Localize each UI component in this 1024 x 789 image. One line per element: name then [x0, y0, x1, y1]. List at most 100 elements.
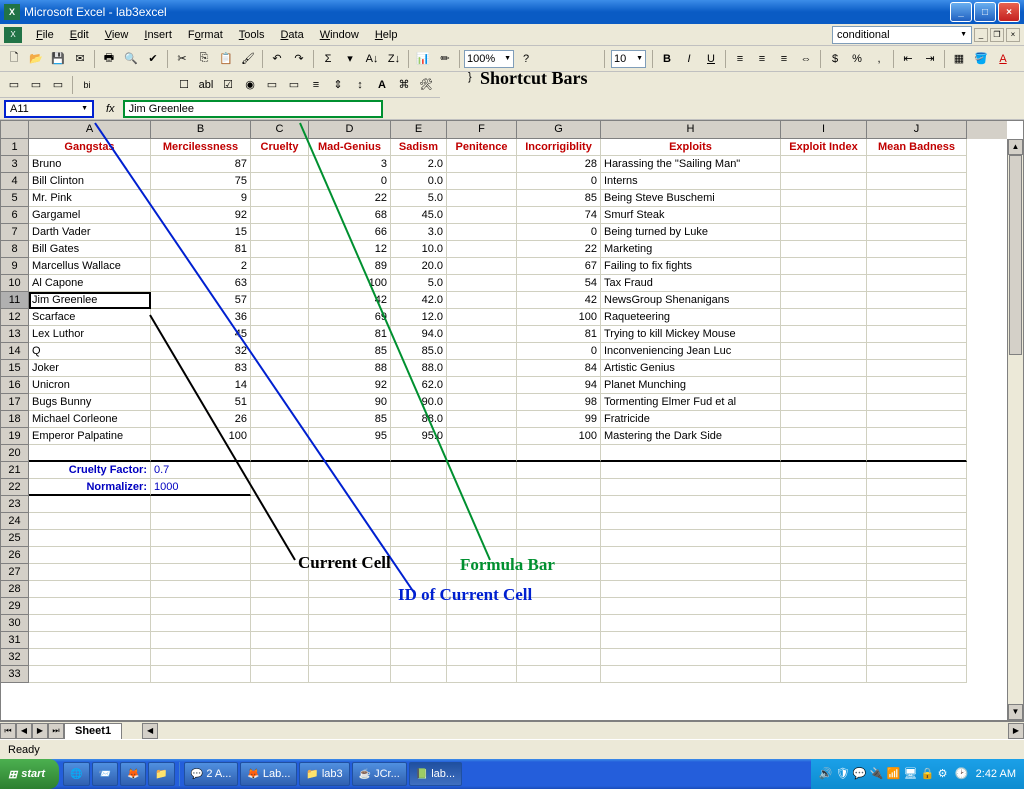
cell[interactable]: Cruelty	[251, 139, 309, 156]
cell[interactable]	[781, 224, 867, 241]
cell[interactable]: 3	[309, 156, 391, 173]
quick-launch-2[interactable]: 📨	[92, 762, 118, 786]
cell[interactable]	[447, 649, 517, 666]
cell[interactable]	[781, 190, 867, 207]
cell[interactable]	[251, 190, 309, 207]
cell[interactable]	[151, 513, 251, 530]
cell[interactable]	[867, 309, 967, 326]
cell[interactable]: Bugs Bunny	[29, 394, 151, 411]
tb2-label-icon[interactable]: bi	[77, 75, 97, 95]
cell[interactable]: 26	[151, 411, 251, 428]
cell[interactable]	[251, 275, 309, 292]
cell[interactable]	[391, 445, 447, 462]
cell[interactable]: Exploits	[601, 139, 781, 156]
cell[interactable]	[781, 598, 867, 615]
cell[interactable]	[517, 445, 601, 462]
cell[interactable]	[781, 394, 867, 411]
cell[interactable]	[781, 156, 867, 173]
tb2-icon-i[interactable]: ↕	[350, 75, 370, 95]
quick-launch-3[interactable]: 🦊	[120, 762, 146, 786]
cell[interactable]: 2.0	[391, 156, 447, 173]
row-header-6[interactable]: 6	[1, 207, 29, 224]
cell[interactable]	[867, 190, 967, 207]
cell[interactable]	[867, 241, 967, 258]
row-header-10[interactable]: 10	[1, 275, 29, 292]
cell[interactable]	[601, 547, 781, 564]
cell[interactable]	[251, 258, 309, 275]
cell[interactable]	[251, 445, 309, 462]
maximize-button[interactable]: □	[974, 2, 996, 22]
cell[interactable]: 92	[151, 207, 251, 224]
cell[interactable]	[867, 411, 967, 428]
cell[interactable]: 32	[151, 343, 251, 360]
cell[interactable]: Artistic Genius	[601, 360, 781, 377]
cell[interactable]: Mad-Genius	[309, 139, 391, 156]
cell[interactable]: 14	[151, 377, 251, 394]
ask-question-box[interactable]: conditional▼	[832, 26, 972, 44]
cell[interactable]	[29, 547, 151, 564]
align-left-icon[interactable]: ≡	[730, 49, 750, 69]
currency-icon[interactable]: $	[825, 49, 845, 69]
cell[interactable]	[309, 615, 391, 632]
row-header-32[interactable]: 32	[1, 649, 29, 666]
cell[interactable]: 0.7	[151, 462, 251, 479]
col-header-E[interactable]: E	[391, 121, 447, 139]
menu-tools[interactable]: Tools	[231, 27, 273, 43]
cell[interactable]: NewsGroup Shenanigans	[601, 292, 781, 309]
cell[interactable]: 12.0	[391, 309, 447, 326]
cell[interactable]	[781, 581, 867, 598]
cell[interactable]: 42	[309, 292, 391, 309]
scroll-right-icon[interactable]: ▶	[1008, 723, 1024, 739]
cell[interactable]	[781, 615, 867, 632]
cell[interactable]	[151, 530, 251, 547]
cell[interactable]	[151, 615, 251, 632]
row-header-14[interactable]: 14	[1, 343, 29, 360]
cell[interactable]	[251, 343, 309, 360]
tab-next-icon[interactable]: ▶	[32, 723, 48, 739]
cell[interactable]: 84	[517, 360, 601, 377]
cell[interactable]	[29, 564, 151, 581]
cell[interactable]	[251, 530, 309, 547]
col-header-J[interactable]: J	[867, 121, 967, 139]
redo-icon[interactable]: ↷	[289, 49, 309, 69]
cell[interactable]	[447, 190, 517, 207]
cell[interactable]	[867, 360, 967, 377]
cell[interactable]	[781, 462, 867, 479]
cell[interactable]	[309, 632, 391, 649]
task-item-2[interactable]: 🦊 Lab...	[240, 762, 297, 786]
cell[interactable]	[391, 666, 447, 683]
col-header-D[interactable]: D	[309, 121, 391, 139]
cell[interactable]	[391, 649, 447, 666]
row-header-23[interactable]: 23	[1, 496, 29, 513]
cell[interactable]	[781, 445, 867, 462]
row-header-7[interactable]: 7	[1, 224, 29, 241]
tray-icon[interactable]: ⚙	[938, 767, 952, 781]
cell[interactable]	[447, 496, 517, 513]
cell[interactable]	[867, 156, 967, 173]
cell[interactable]	[601, 496, 781, 513]
row-header-16[interactable]: 16	[1, 377, 29, 394]
cell[interactable]: 9	[151, 190, 251, 207]
cell[interactable]: Darth Vader	[29, 224, 151, 241]
doc-minimize-button[interactable]: _	[974, 28, 988, 42]
cell[interactable]: Jim Greenlee	[29, 292, 151, 309]
cell[interactable]	[781, 649, 867, 666]
cell[interactable]	[447, 156, 517, 173]
cell[interactable]	[309, 666, 391, 683]
cell[interactable]: 100	[517, 428, 601, 445]
col-header-G[interactable]: G	[517, 121, 601, 139]
cell[interactable]	[309, 581, 391, 598]
cell[interactable]	[447, 343, 517, 360]
cell[interactable]: Inconveniencing Jean Luc	[601, 343, 781, 360]
tray-icon[interactable]: 🔊	[819, 767, 833, 781]
tb2-icon-3[interactable]: ▭	[48, 75, 68, 95]
cell[interactable]: 85.0	[391, 343, 447, 360]
menu-format[interactable]: Format	[180, 27, 231, 43]
cell[interactable]: 81	[151, 241, 251, 258]
drawing-icon[interactable]: ✏	[435, 49, 455, 69]
cell[interactable]: Trying to kill Mickey Mouse	[601, 326, 781, 343]
cell[interactable]	[391, 615, 447, 632]
cell[interactable]: Mastering the Dark Side	[601, 428, 781, 445]
cell[interactable]	[601, 632, 781, 649]
copy-icon[interactable]: ⎘	[194, 49, 214, 69]
